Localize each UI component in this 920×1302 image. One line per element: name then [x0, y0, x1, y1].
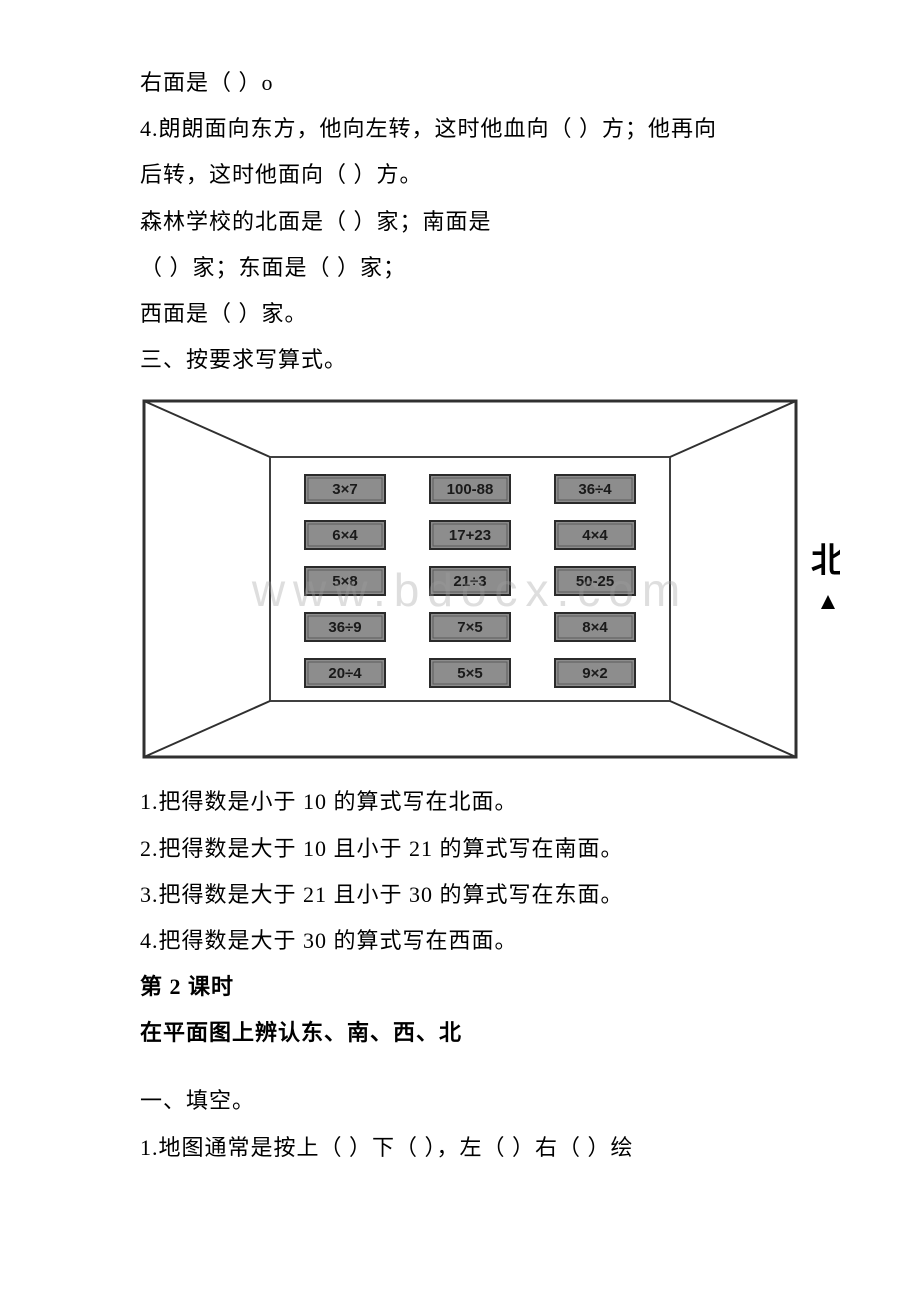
- svg-text:36÷9: 36÷9: [328, 619, 361, 636]
- body-text: 三、按要求写算式。: [140, 337, 800, 383]
- svg-text:7×5: 7×5: [457, 619, 482, 636]
- body-text: 西面是（ ）家。: [140, 291, 800, 337]
- body-text: （ ）家；东面是（ ）家；: [140, 245, 800, 291]
- svg-text:5×5: 5×5: [457, 665, 482, 682]
- room-figure: 3×7 100-88 36÷4 6×4 17+23 4×4 5×8 21÷3 50-25 36÷9…: [140, 397, 800, 761]
- svg-text:9×2: 9×2: [582, 665, 607, 682]
- svg-text:8×4: 8×4: [582, 619, 608, 636]
- body-text: 森林学校的北面是（ ）家；南面是: [140, 199, 800, 245]
- page: 右面是（ ）o 4.朗朗面向东方，他向左转，这时他血向（ ）方；他再向 后转，这…: [0, 0, 920, 1302]
- body-text: 2.把得数是大于 10 且小于 21 的算式写在南面。: [140, 826, 800, 872]
- svg-text:20÷4: 20÷4: [328, 665, 362, 682]
- svg-text:17+23: 17+23: [449, 527, 491, 544]
- body-text: 一、填空。: [140, 1078, 800, 1124]
- svg-text:北: 北: [811, 543, 840, 580]
- lesson-heading: 第 2 课时: [140, 964, 800, 1010]
- body-text: 右面是（ ）o: [140, 60, 800, 106]
- svg-text:6×4: 6×4: [332, 527, 358, 544]
- svg-text:21÷3: 21÷3: [453, 573, 486, 590]
- lesson-subheading: 在平面图上辨认东、南、西、北: [140, 1010, 800, 1056]
- svg-text:▲: ▲: [816, 589, 840, 615]
- body-text: 4.朗朗面向东方，他向左转，这时他血向（ ）方；他再向: [140, 106, 800, 152]
- body-text: 后转，这时他面向（ ）方。: [140, 152, 800, 198]
- svg-text:100-88: 100-88: [447, 481, 494, 498]
- spacer: [140, 1056, 800, 1078]
- body-text: 1.把得数是小于 10 的算式写在北面。: [140, 779, 800, 825]
- svg-text:50-25: 50-25: [576, 573, 614, 590]
- svg-text:4×4: 4×4: [582, 527, 608, 544]
- body-text: 3.把得数是大于 21 且小于 30 的算式写在东面。: [140, 872, 800, 918]
- room-diagram-svg: 3×7 100-88 36÷4 6×4 17+23 4×4 5×8 21÷3 50-25 36÷9…: [140, 397, 840, 761]
- svg-text:3×7: 3×7: [332, 481, 357, 498]
- body-text: 4.把得数是大于 30 的算式写在西面。: [140, 918, 800, 964]
- body-text: 1.地图通常是按上（ ）下（ ），左（ ）右（ ）绘: [140, 1125, 800, 1171]
- svg-text:36÷4: 36÷4: [578, 481, 612, 498]
- svg-text:5×8: 5×8: [332, 573, 357, 590]
